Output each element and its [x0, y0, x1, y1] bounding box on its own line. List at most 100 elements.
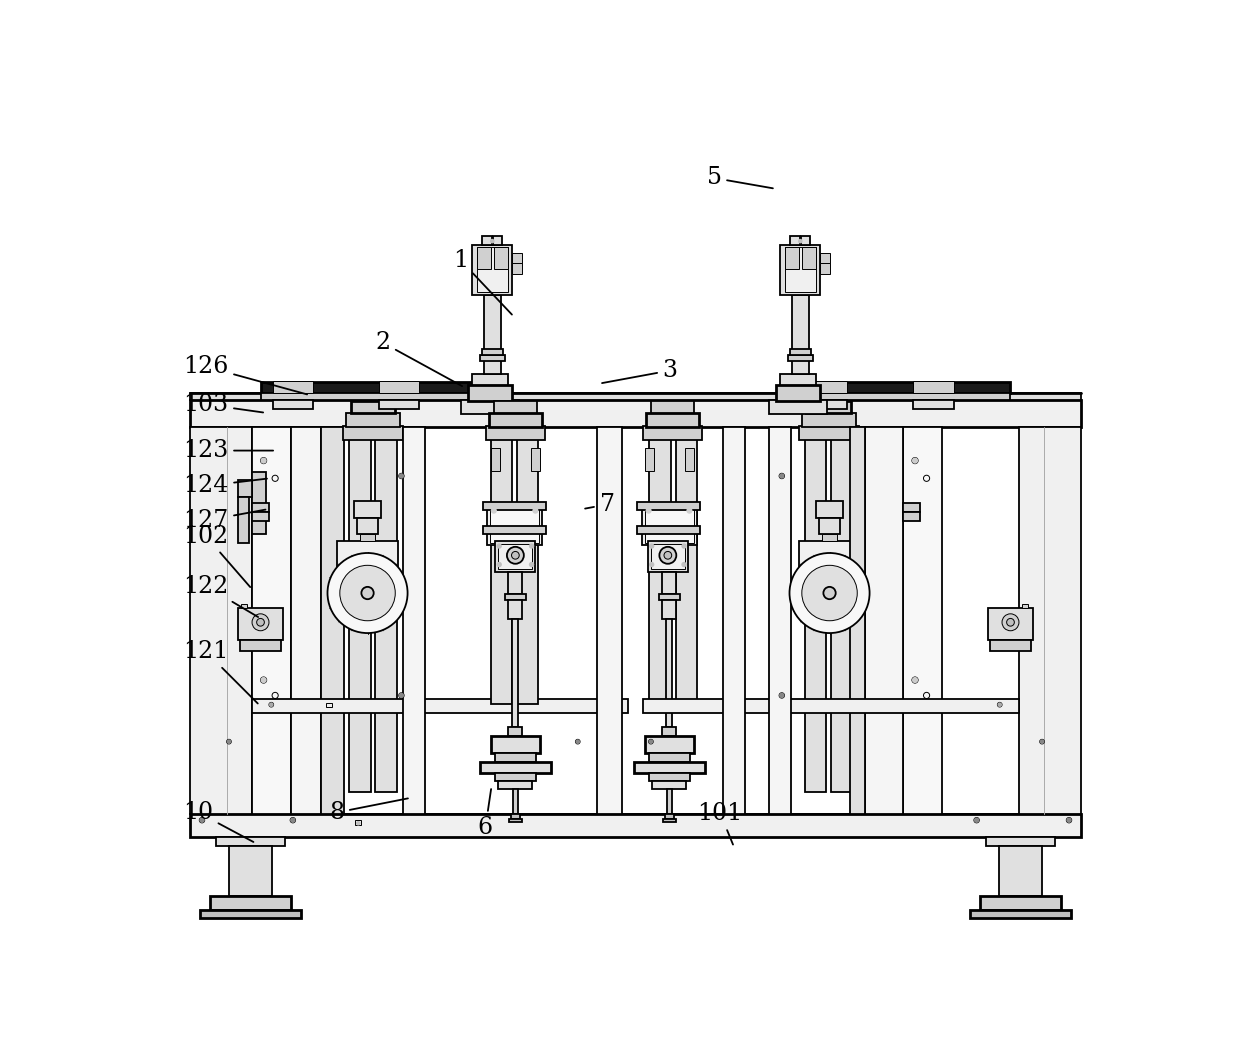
Bar — [795, 382, 1011, 393]
Bar — [484, 295, 501, 374]
Bar — [666, 619, 672, 727]
Bar — [350, 439, 371, 793]
Bar — [831, 439, 853, 793]
Bar — [495, 753, 536, 762]
Bar — [667, 788, 672, 814]
Bar — [216, 838, 285, 846]
Bar — [802, 413, 856, 427]
Bar — [242, 604, 248, 607]
Bar — [802, 247, 816, 269]
Bar — [665, 814, 675, 819]
Bar — [822, 534, 837, 541]
Circle shape — [649, 562, 655, 567]
Bar — [637, 526, 701, 534]
Circle shape — [1040, 739, 1044, 744]
Bar — [780, 245, 821, 295]
Bar — [684, 447, 694, 470]
Bar — [343, 426, 403, 440]
Circle shape — [973, 818, 980, 823]
Bar — [273, 400, 312, 409]
Text: 5: 5 — [707, 166, 773, 190]
Bar — [821, 252, 830, 264]
Bar — [191, 814, 1080, 838]
Bar — [239, 640, 281, 651]
Bar — [461, 400, 520, 414]
Bar — [644, 699, 1019, 713]
Bar — [816, 502, 843, 518]
Bar — [866, 427, 904, 814]
Bar — [252, 472, 265, 534]
Bar — [652, 781, 686, 788]
Bar — [799, 541, 861, 615]
Circle shape — [1007, 619, 1014, 626]
Circle shape — [200, 818, 205, 823]
Bar — [337, 541, 398, 615]
Bar — [512, 252, 522, 264]
Bar — [326, 704, 332, 707]
Bar — [355, 820, 361, 825]
Bar — [818, 518, 841, 534]
Text: 124: 124 — [184, 474, 267, 497]
Circle shape — [528, 543, 534, 549]
Text: 8: 8 — [329, 799, 408, 824]
Bar — [517, 439, 538, 704]
Bar — [634, 762, 704, 774]
Bar — [785, 247, 816, 292]
Text: 126: 126 — [184, 355, 308, 395]
Bar — [472, 245, 512, 295]
Text: 10: 10 — [184, 801, 253, 842]
Text: 102: 102 — [184, 525, 250, 587]
Bar — [1019, 427, 1080, 814]
Circle shape — [327, 553, 408, 633]
Circle shape — [491, 508, 497, 514]
Bar — [512, 619, 518, 727]
Bar — [379, 400, 419, 409]
Bar — [770, 400, 827, 414]
Bar — [508, 600, 522, 619]
Bar — [238, 496, 249, 543]
Bar — [650, 439, 671, 704]
Circle shape — [790, 553, 869, 633]
Bar — [649, 753, 691, 762]
Text: 6: 6 — [477, 789, 494, 840]
Bar — [494, 401, 537, 413]
Bar — [191, 393, 1080, 400]
Bar — [290, 427, 321, 814]
Circle shape — [507, 547, 523, 563]
Circle shape — [260, 458, 267, 464]
Bar — [229, 846, 272, 896]
Circle shape — [340, 565, 396, 621]
Bar — [645, 506, 694, 543]
Circle shape — [779, 693, 785, 698]
Circle shape — [649, 739, 653, 744]
Bar — [508, 727, 522, 736]
Bar — [346, 413, 399, 427]
Bar — [360, 534, 376, 541]
Circle shape — [911, 677, 918, 683]
Bar — [508, 573, 522, 594]
Bar — [512, 264, 522, 274]
Bar — [807, 381, 847, 393]
Circle shape — [269, 703, 274, 707]
Circle shape — [1066, 818, 1071, 823]
Bar — [252, 427, 290, 814]
Bar — [403, 427, 424, 814]
Bar — [971, 910, 1070, 918]
Bar — [472, 374, 507, 385]
Bar — [498, 543, 532, 570]
Text: 101: 101 — [698, 802, 743, 845]
Bar — [494, 247, 507, 269]
Bar — [596, 427, 621, 814]
Bar — [904, 503, 920, 512]
Bar — [780, 374, 816, 385]
Circle shape — [681, 543, 687, 549]
Bar — [651, 543, 684, 570]
Bar — [260, 382, 476, 393]
Bar — [351, 401, 396, 413]
Circle shape — [660, 547, 676, 563]
Bar — [491, 447, 500, 470]
Bar — [637, 503, 701, 510]
Circle shape — [399, 693, 404, 698]
Bar — [914, 400, 954, 409]
Bar — [482, 236, 491, 245]
